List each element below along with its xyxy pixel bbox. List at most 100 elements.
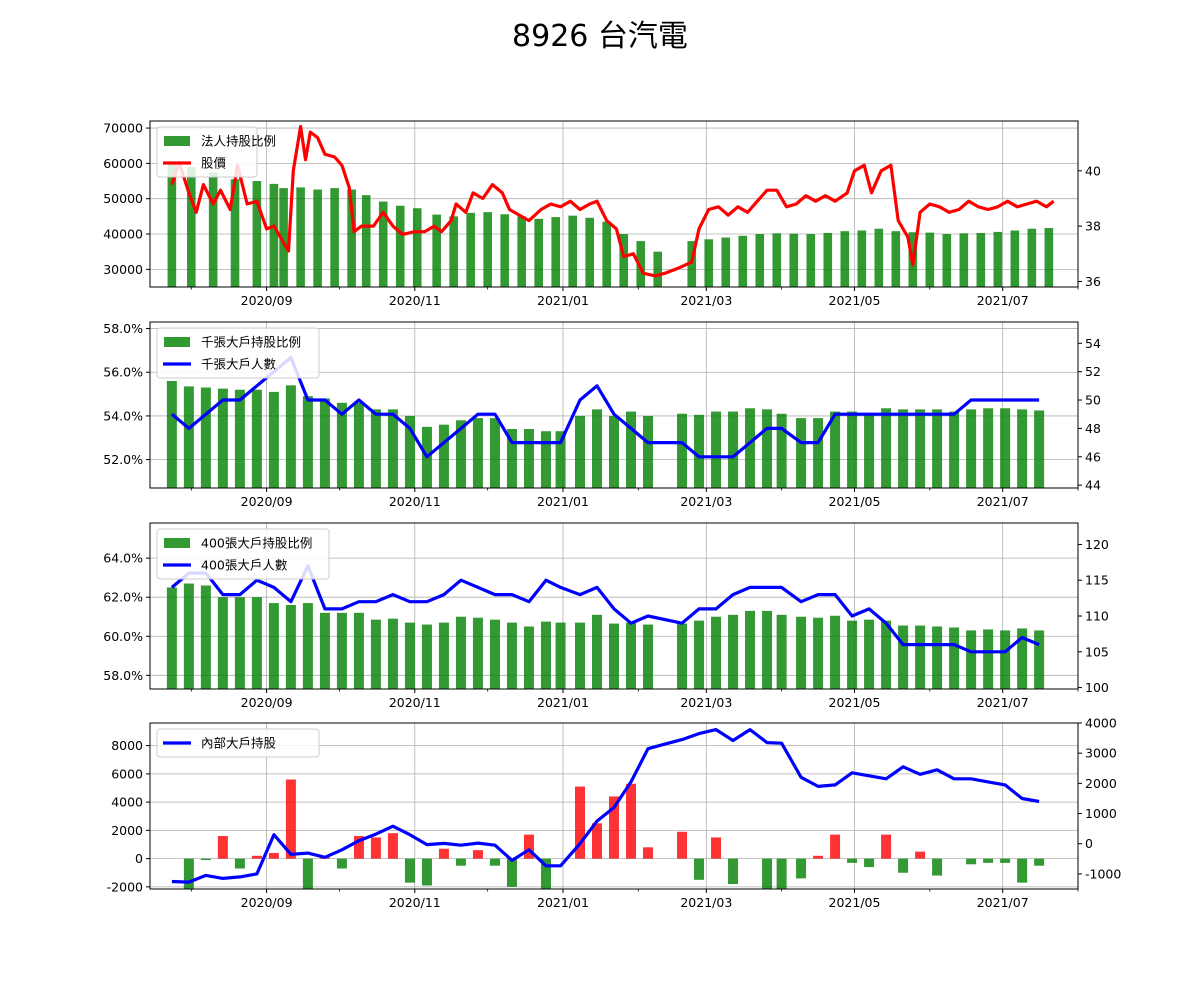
bar	[251, 855, 262, 859]
bar	[370, 837, 381, 859]
bar	[643, 847, 654, 859]
bar	[166, 380, 177, 488]
legend-swatch-bar	[164, 538, 190, 548]
bar	[694, 620, 705, 689]
bar	[1010, 230, 1020, 287]
bar	[438, 424, 449, 488]
plot-area	[167, 124, 1055, 287]
bar	[347, 189, 356, 287]
y-left-tick-label: 50000	[103, 191, 143, 206]
bar	[609, 415, 619, 488]
bar	[574, 786, 585, 859]
bar	[966, 409, 977, 488]
legend-swatch-bar	[164, 337, 190, 347]
bar	[302, 396, 313, 488]
bar	[813, 855, 824, 859]
x-tick-label: 2020/11	[389, 695, 441, 710]
bar	[959, 233, 969, 287]
bar	[932, 858, 943, 876]
bar	[687, 241, 697, 287]
bar	[568, 215, 578, 287]
bar	[789, 233, 799, 287]
bar	[438, 848, 449, 859]
bar	[302, 858, 313, 889]
bar	[252, 181, 262, 287]
bar	[370, 409, 381, 488]
bar	[976, 232, 986, 287]
bar	[1000, 858, 1011, 863]
bar	[874, 228, 884, 287]
bar	[949, 627, 960, 689]
bar	[540, 431, 551, 488]
bar	[1034, 410, 1045, 488]
bar	[370, 619, 381, 689]
plot-area	[166, 564, 1045, 689]
y-left-tick-label: 70000	[103, 121, 143, 136]
axes-frame	[149, 120, 1079, 288]
bar	[898, 625, 909, 689]
bar	[555, 622, 566, 689]
bar	[626, 622, 637, 689]
bar	[823, 232, 833, 287]
bar	[489, 418, 500, 488]
bar	[915, 625, 926, 689]
bar	[472, 617, 483, 689]
bar	[643, 624, 654, 689]
bar	[993, 231, 1003, 287]
bar	[489, 619, 500, 689]
bar	[864, 619, 875, 689]
y-right-tick-label: 54	[1085, 336, 1101, 351]
y-right-tick-label: 110	[1085, 609, 1109, 624]
legend-box	[156, 327, 320, 379]
bar	[217, 597, 228, 689]
bar	[1000, 630, 1011, 689]
bar	[330, 188, 339, 287]
x-tick-label: 2020/11	[389, 293, 441, 308]
bar	[636, 241, 646, 287]
bar	[574, 415, 585, 488]
legend-swatch-bar	[164, 136, 190, 146]
bar	[762, 610, 773, 689]
bar	[186, 166, 196, 287]
bar	[813, 418, 824, 488]
bar	[776, 413, 787, 488]
bar	[506, 622, 517, 689]
axes-frame	[149, 722, 1079, 890]
x-tick-label: 2020/11	[389, 895, 441, 910]
bar	[387, 409, 398, 488]
y-right-tick-label: 4000	[1085, 716, 1117, 731]
bar	[925, 232, 935, 287]
y-left-tick-label: 62.0%	[103, 590, 143, 605]
y-left-tick-label: 2000	[111, 823, 143, 838]
legend-label: 400張大戶人數	[201, 558, 288, 573]
bar	[677, 623, 688, 689]
bar	[506, 429, 517, 488]
y-left-tick-label: 8000	[111, 738, 143, 753]
bar	[711, 411, 722, 488]
panel-3: 2020/09 2020/11 2021/01 2021/03 2021/05 2021/…	[103, 522, 1109, 710]
bar	[830, 615, 841, 689]
bar	[500, 214, 509, 287]
bar	[864, 858, 875, 868]
bar	[728, 411, 739, 488]
bar	[285, 605, 296, 689]
y-left-tick-label: -2000	[107, 879, 143, 894]
bar	[319, 612, 330, 689]
y-right-tick-label: 50	[1085, 393, 1101, 408]
x-tick-label: 2021/03	[680, 695, 732, 710]
legend-box	[156, 728, 320, 758]
legend-label: 股價	[201, 156, 227, 171]
bar	[728, 858, 739, 885]
bar	[336, 858, 347, 869]
bar	[279, 188, 288, 287]
panel-1: 2020/09 2020/11 2021/01 2021/03 2021/05 2021/…	[103, 120, 1101, 308]
bar	[472, 418, 483, 488]
y-left-tick-label: 64.0%	[103, 551, 143, 566]
bar	[200, 585, 211, 689]
bar	[585, 217, 595, 287]
bar	[677, 413, 688, 488]
bar	[796, 418, 807, 488]
y-left-tick-label: 30000	[103, 262, 143, 277]
x-tick-label: 2021/07	[977, 494, 1029, 509]
